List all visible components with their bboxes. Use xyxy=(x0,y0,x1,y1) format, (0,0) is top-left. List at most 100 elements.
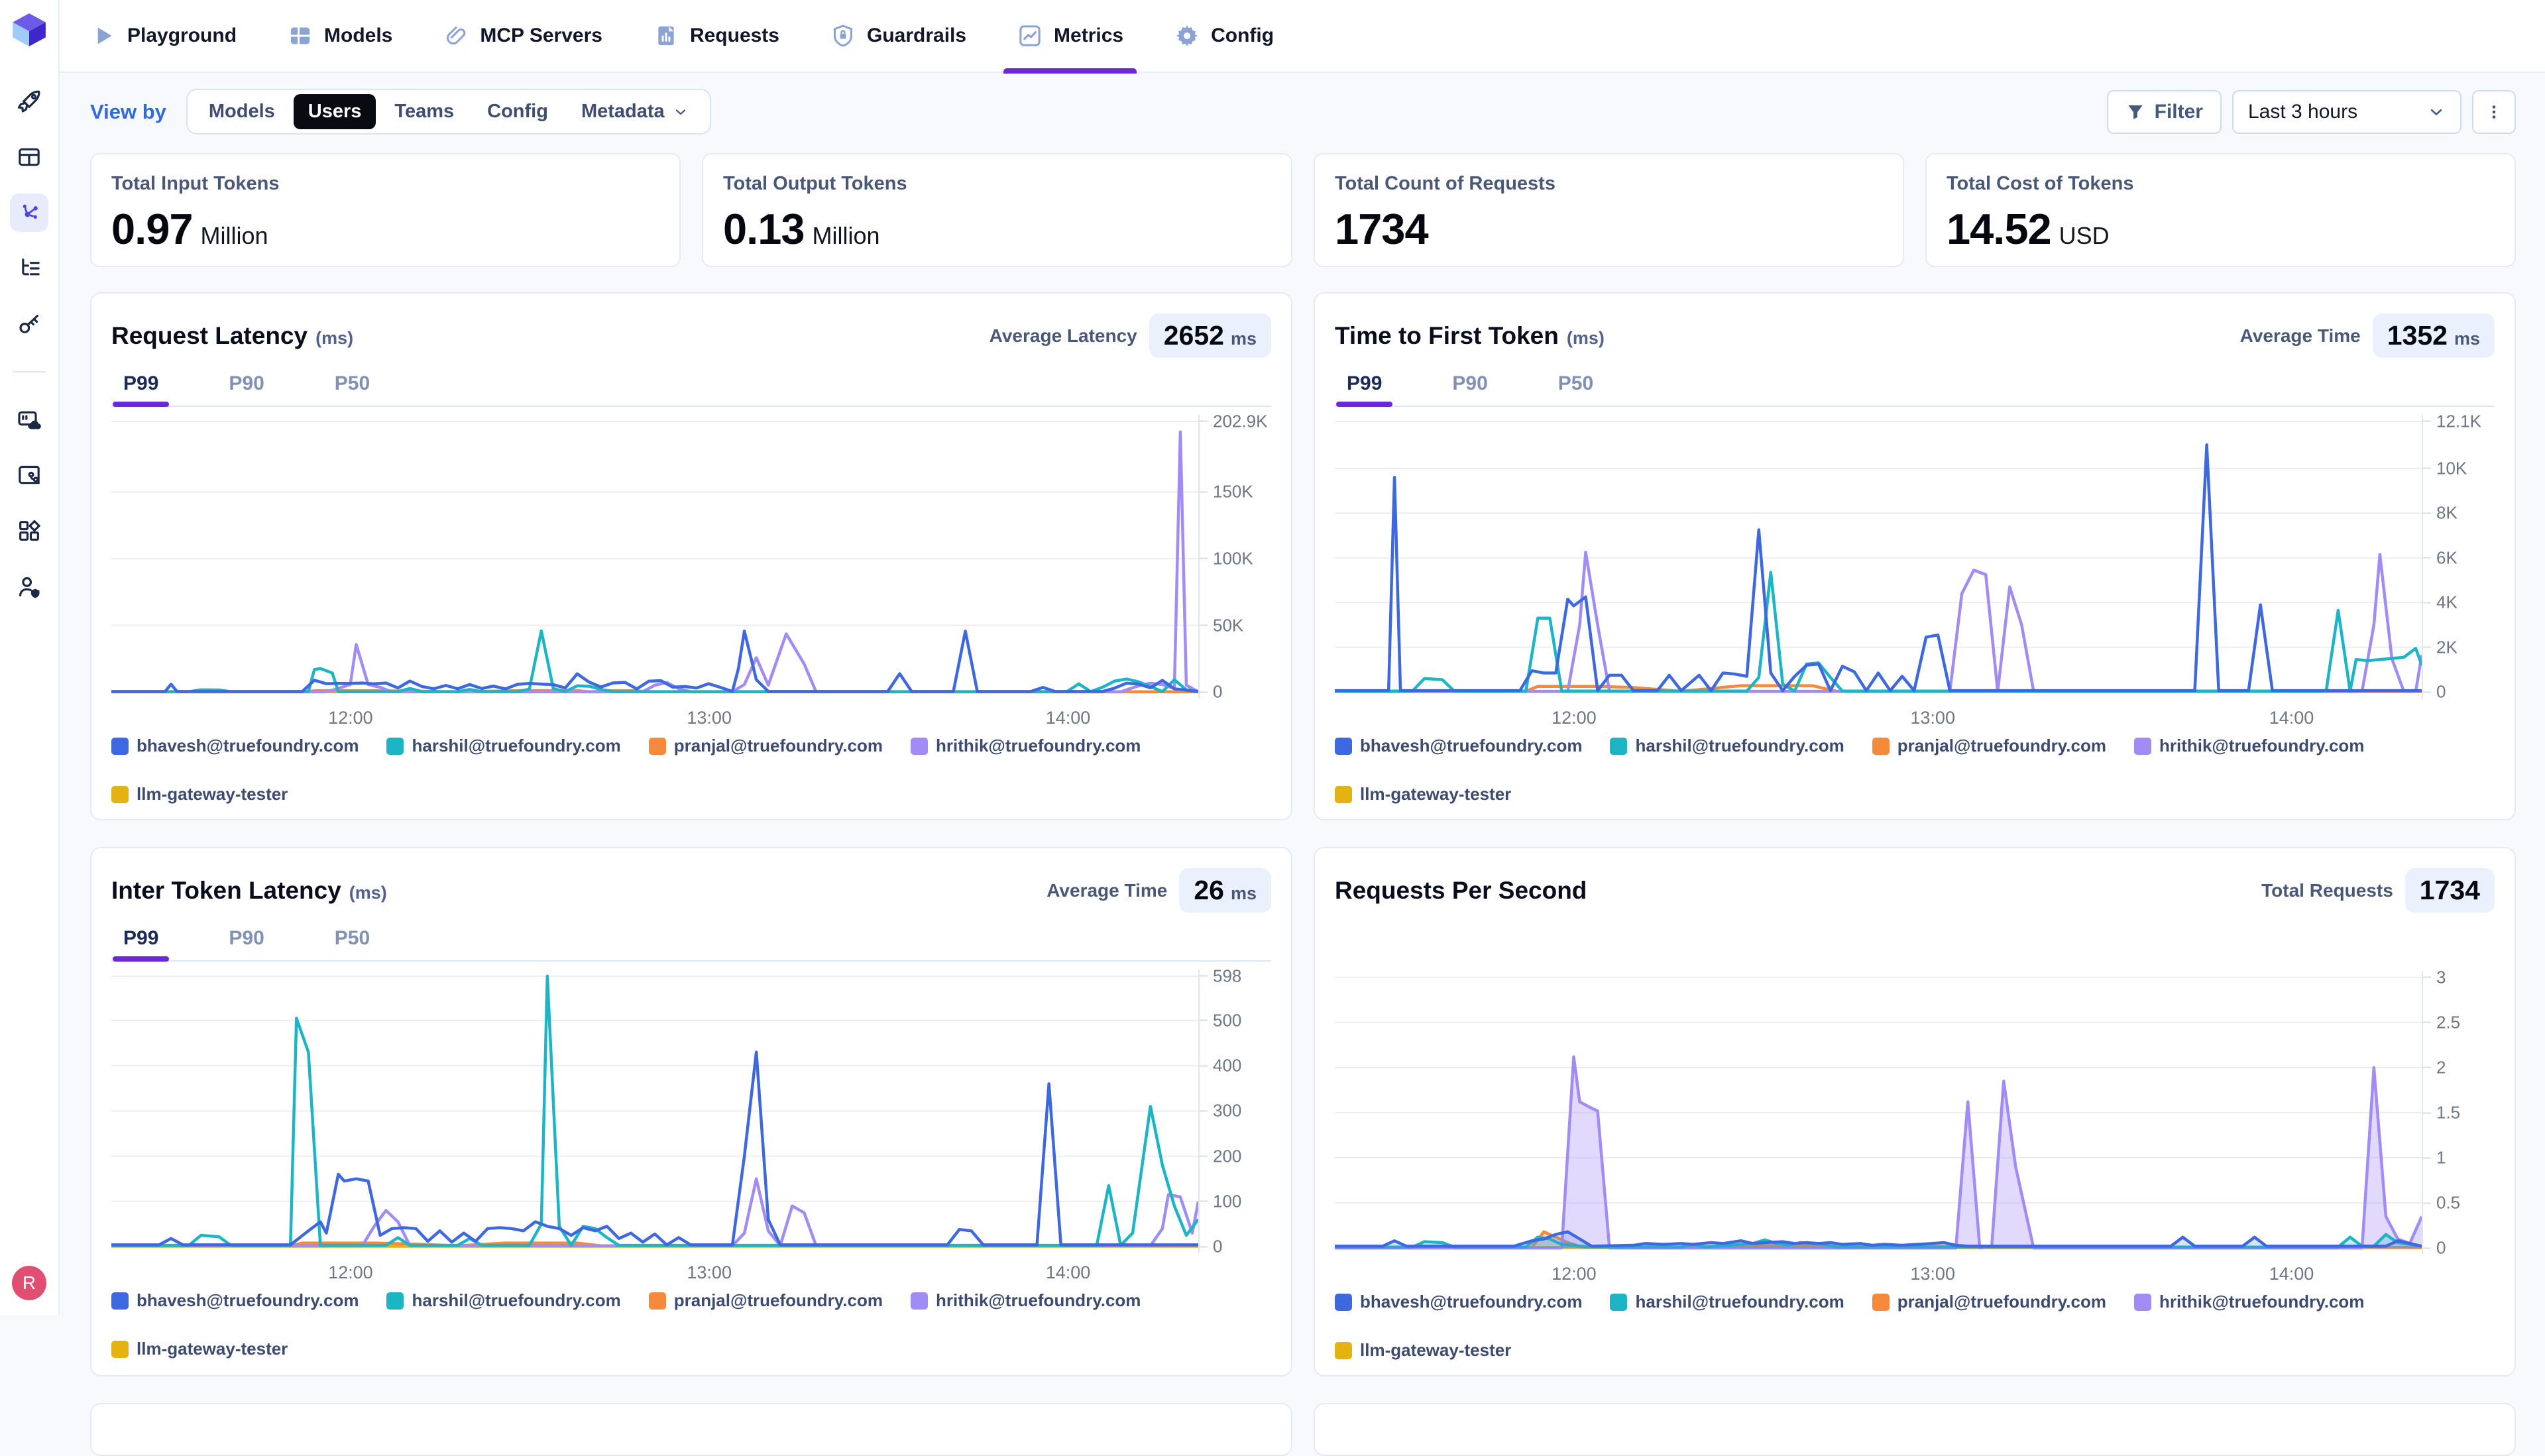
person-shield-icon[interactable] xyxy=(10,567,48,606)
funnel-icon xyxy=(2125,102,2145,122)
summary-value: 2652 xyxy=(1164,320,1224,351)
tab-p90[interactable]: P90 xyxy=(218,372,274,406)
y-tick-label: 0 xyxy=(1200,682,1222,702)
view-by-metadata-label: Metadata xyxy=(581,101,665,123)
stat-suffix: Million xyxy=(813,222,880,250)
legend-item[interactable]: harshil@truefoundry.com xyxy=(1610,736,1844,756)
grid-icon xyxy=(287,23,313,49)
legend-item[interactable]: harshil@truefoundry.com xyxy=(386,736,620,756)
nav-item-mcp-servers[interactable]: MCP Servers xyxy=(443,0,602,72)
legend-label: harshil@truefoundry.com xyxy=(412,1290,620,1311)
y-tick-label: 2.5 xyxy=(2423,1012,2460,1033)
tab-p99[interactable]: P99 xyxy=(113,927,169,960)
legend-item[interactable]: hrithik@truefoundry.com xyxy=(911,1290,1141,1311)
legend-swatch xyxy=(2134,1294,2151,1311)
summary-label: Total Requests xyxy=(2261,880,2393,901)
legend-label: bhavesh@truefoundry.com xyxy=(137,1290,359,1311)
legend-item[interactable]: llm-gateway-tester xyxy=(111,784,288,805)
network-hub-icon[interactable] xyxy=(10,194,48,232)
legend-item[interactable]: pranjal@truefoundry.com xyxy=(649,736,883,756)
sidebar-divider xyxy=(13,371,46,372)
stat-label: Total Count of Requests xyxy=(1335,173,1883,195)
time-range-select[interactable]: Last 3 hours xyxy=(2232,90,2461,134)
legend-item[interactable]: pranjal@truefoundry.com xyxy=(649,1290,883,1311)
nav-label: Requests xyxy=(690,25,779,47)
y-tick-label: 500 xyxy=(1200,1010,1241,1031)
filter-button[interactable]: Filter xyxy=(2107,90,2222,134)
card-cloud-icon[interactable] xyxy=(10,400,48,439)
nav-item-playground[interactable]: Playground xyxy=(90,0,237,72)
legend-item[interactable]: harshil@truefoundry.com xyxy=(386,1290,620,1311)
legend-swatch xyxy=(1335,1342,1352,1359)
view-by-users[interactable]: Users xyxy=(294,94,376,129)
legend-item[interactable]: hrithik@truefoundry.com xyxy=(2134,1292,2364,1312)
tab-p90[interactable]: P90 xyxy=(1442,372,1498,406)
legend-swatch xyxy=(1610,1294,1627,1311)
table-icon[interactable] xyxy=(10,138,48,176)
play-icon xyxy=(90,23,117,49)
legend-item[interactable]: pranjal@truefoundry.com xyxy=(1872,1292,2106,1312)
time-to-first-token-card: Time to First Token (ms) Average Time 13… xyxy=(1314,292,2516,820)
legend-item[interactable]: llm-gateway-tester xyxy=(1335,784,1511,805)
time-to-first-token-plot[interactable] xyxy=(1335,415,2423,699)
line-chart-icon xyxy=(1017,23,1043,49)
chart-title: Inter Token Latency xyxy=(111,877,341,905)
key-icon[interactable] xyxy=(10,305,48,343)
legend-item[interactable]: bhavesh@truefoundry.com xyxy=(1335,1292,1582,1312)
chart-unit: (ms) xyxy=(1567,328,1605,349)
tab-p50[interactable]: P50 xyxy=(324,372,380,406)
time-range-value: Last 3 hours xyxy=(2248,101,2357,123)
nav-item-guardrails[interactable]: Guardrails xyxy=(830,0,966,72)
truefoundry-logo[interactable] xyxy=(10,11,48,49)
x-tick-label: 13:00 xyxy=(687,1262,732,1283)
chart-title: Request Latency xyxy=(111,322,308,350)
user-avatar[interactable]: R xyxy=(12,1266,46,1300)
legend-item[interactable]: hrithik@truefoundry.com xyxy=(911,736,1141,756)
more-options-button[interactable] xyxy=(2472,90,2516,134)
request-latency-card: Request Latency (ms) Average Latency 265… xyxy=(90,292,1292,820)
legend-label: bhavesh@truefoundry.com xyxy=(1360,736,1582,756)
tree-list-icon[interactable] xyxy=(10,249,48,288)
nav-item-metrics[interactable]: Metrics xyxy=(1017,0,1123,72)
legend-item[interactable]: bhavesh@truefoundry.com xyxy=(1335,736,1582,756)
tab-p50[interactable]: P50 xyxy=(324,927,380,960)
legend-item[interactable]: llm-gateway-tester xyxy=(111,1339,288,1359)
stat-suffix: Million xyxy=(201,222,268,250)
tab-p99[interactable]: P99 xyxy=(1336,372,1392,406)
legend-item[interactable]: harshil@truefoundry.com xyxy=(1610,1292,1844,1312)
view-by-config[interactable]: Config xyxy=(473,94,563,129)
next-row-card-right xyxy=(1314,1403,2516,1456)
view-by-models[interactable]: Models xyxy=(194,94,290,129)
requests-per-second-plot[interactable] xyxy=(1335,971,2423,1255)
stat-value: 1734 xyxy=(1335,204,1428,254)
folder-git-icon[interactable] xyxy=(10,456,48,494)
nav-item-config[interactable]: Config xyxy=(1174,0,1274,72)
view-by-teams[interactable]: Teams xyxy=(380,94,469,129)
view-by-metadata[interactable]: Metadata xyxy=(567,94,703,129)
nav-item-models[interactable]: Models xyxy=(287,0,392,72)
legend-item[interactable]: bhavesh@truefoundry.com xyxy=(111,1290,359,1311)
legend-item[interactable]: llm-gateway-tester xyxy=(1335,1340,1511,1361)
legend-swatch xyxy=(911,1292,928,1310)
nav-item-requests[interactable]: Requests xyxy=(653,0,779,72)
tab-p99[interactable]: P99 xyxy=(113,372,169,406)
grid-diamond-icon[interactable] xyxy=(10,512,48,550)
legend-swatch xyxy=(2134,738,2151,755)
legend-item[interactable]: hrithik@truefoundry.com xyxy=(2134,736,2364,756)
y-tick-label: 0 xyxy=(2423,1238,2446,1259)
legend-item[interactable]: bhavesh@truefoundry.com xyxy=(111,736,359,756)
tab-p90[interactable]: P90 xyxy=(218,927,274,960)
rocket-icon[interactable] xyxy=(10,82,48,121)
legend-item[interactable]: pranjal@truefoundry.com xyxy=(1872,736,2106,756)
inter-token-latency-plot[interactable] xyxy=(111,970,1200,1253)
y-tick-label: 2K xyxy=(2423,637,2458,657)
summary-value: 1352 xyxy=(2387,320,2448,351)
request-latency-plot[interactable] xyxy=(111,415,1200,699)
tab-p50[interactable]: P50 xyxy=(1548,372,1604,406)
nav-label: Models xyxy=(324,25,392,47)
